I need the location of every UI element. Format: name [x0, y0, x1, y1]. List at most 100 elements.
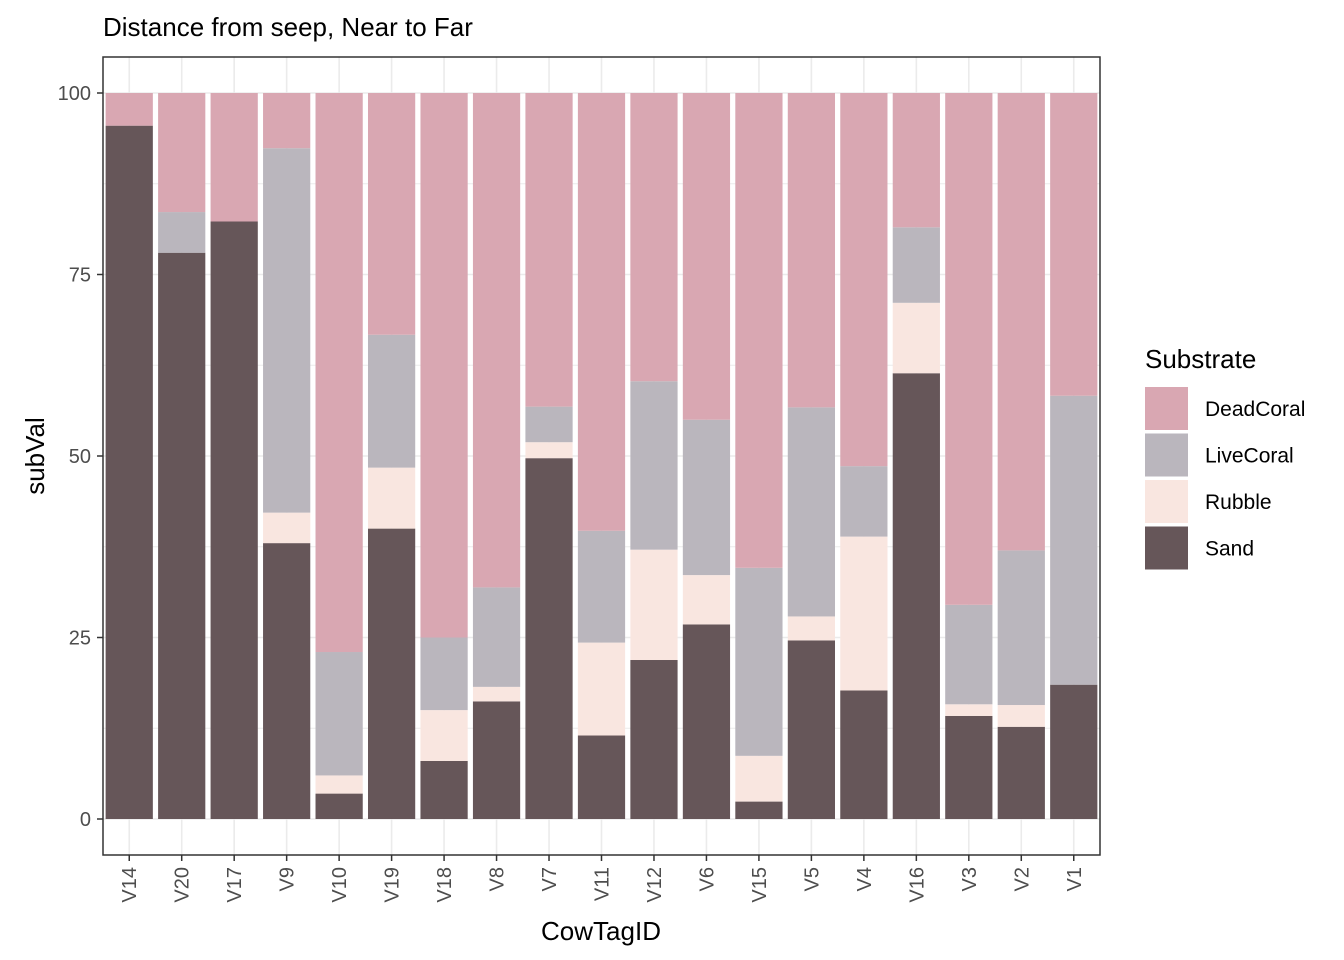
bar-V16-livecoral — [892, 227, 940, 303]
bar-V5-rubble — [787, 616, 836, 641]
bar-V18-deadcoral — [420, 93, 468, 638]
bar-V12-rubble — [630, 549, 678, 661]
x-tick-label: V8 — [487, 867, 509, 891]
bar-V6-livecoral — [682, 419, 731, 576]
x-axis-title: CowTagID — [541, 916, 661, 946]
x-tick-label: V10 — [329, 867, 351, 903]
legend: Substrate DeadCoral LiveCoral Rubble Sand — [1145, 344, 1305, 570]
bar-V20-sand — [158, 252, 206, 820]
bar-V3-sand — [945, 715, 993, 819]
bar-V9-livecoral — [263, 148, 311, 513]
bar-V15-deadcoral — [735, 93, 783, 568]
bar-V16-rubble — [892, 302, 940, 374]
y-tick-label: 75 — [69, 265, 91, 287]
bar-V12-livecoral — [630, 381, 678, 550]
y-tick-label: 50 — [69, 446, 91, 468]
x-tick-label: V9 — [277, 867, 299, 891]
x-tick-label: V3 — [959, 867, 981, 891]
bar-V2-livecoral — [997, 550, 1045, 706]
x-tick-label: V2 — [1011, 867, 1033, 891]
x-axis: V14 V20 V17 V9 V10 V19 V18 V8 V7 V11 V12 V6 V15 V5 V4 V… — [119, 855, 1086, 903]
bar-V18-rubble — [420, 710, 468, 761]
bar-V20-livecoral — [158, 212, 206, 253]
bar-V5-livecoral — [787, 407, 836, 617]
x-tick-label: V12 — [644, 867, 666, 903]
bar-V19-livecoral — [367, 334, 416, 468]
bar-V16-deadcoral — [892, 93, 940, 228]
bar-V15-sand — [735, 801, 783, 819]
legend-key-rubble — [1145, 480, 1188, 523]
bar-V10-rubble — [315, 775, 363, 794]
bar-V9-sand — [263, 543, 311, 819]
bar-V11-sand — [577, 735, 626, 819]
bar-V6-sand — [682, 624, 731, 819]
bar-V7-rubble — [525, 442, 573, 459]
bar-V6-rubble — [682, 575, 731, 625]
bar-V11-deadcoral — [577, 93, 626, 531]
bar-V7-sand — [525, 458, 573, 819]
x-tick-label: V11 — [592, 867, 614, 901]
x-tick-label: V14 — [119, 867, 141, 903]
y-tick-label: 0 — [80, 809, 91, 831]
y-axis-title: subVal — [20, 417, 50, 495]
bar-V19-deadcoral — [367, 93, 416, 335]
bar-V3-livecoral — [945, 604, 993, 705]
legend-key-deadcoral — [1145, 387, 1188, 430]
bar-V8-livecoral — [472, 587, 521, 687]
x-tick-label: V17 — [224, 867, 246, 903]
bar-V19-rubble — [367, 467, 416, 529]
legend-label-livecoral: LiveCoral — [1205, 445, 1294, 468]
bar-V10-deadcoral — [315, 93, 363, 653]
y-tick-label: 25 — [69, 628, 91, 650]
bar-V12-deadcoral — [630, 93, 678, 382]
bar-V8-deadcoral — [472, 93, 521, 588]
y-axis: 0 25 50 75 100 — [58, 83, 103, 831]
x-tick-label: V5 — [801, 867, 823, 891]
bar-V18-sand — [420, 760, 468, 819]
bar-V10-sand — [315, 793, 363, 819]
bar-V9-deadcoral — [263, 93, 311, 149]
x-tick-label: V20 — [172, 867, 194, 903]
chart-title: Distance from seep, Near to Far — [103, 12, 473, 42]
bar-V2-rubble — [997, 705, 1045, 727]
bar-V14-deadcoral — [105, 93, 153, 126]
bar-V6-deadcoral — [682, 93, 731, 420]
bar-V8-rubble — [472, 686, 521, 702]
bar-V4-deadcoral — [840, 93, 888, 467]
bar-V17-sand — [210, 221, 258, 819]
bar-V9-rubble — [263, 512, 311, 544]
bar-V20-deadcoral — [158, 93, 206, 213]
bar-V19-sand — [367, 528, 416, 819]
bar-V11-rubble — [577, 642, 626, 736]
bar-V1-deadcoral — [1050, 93, 1098, 396]
x-tick-label: V4 — [854, 867, 876, 891]
x-tick-label: V15 — [749, 867, 771, 903]
bar-V1-livecoral — [1050, 395, 1098, 685]
bars — [105, 93, 1098, 820]
x-tick-label: V18 — [434, 867, 456, 903]
bar-V3-rubble — [945, 704, 993, 716]
bar-V18-livecoral — [420, 637, 468, 711]
bar-V5-deadcoral — [787, 93, 836, 408]
legend-label-sand: Sand — [1205, 538, 1254, 561]
legend-label-rubble: Rubble — [1205, 491, 1272, 514]
bar-V7-deadcoral — [525, 93, 573, 407]
bar-V4-rubble — [840, 536, 888, 691]
bar-V11-livecoral — [577, 530, 626, 643]
bar-V12-sand — [630, 660, 678, 819]
x-tick-label: V1 — [1064, 867, 1086, 891]
bar-V5-sand — [787, 640, 836, 819]
bar-V1-sand — [1050, 684, 1098, 819]
bar-V2-sand — [997, 726, 1045, 819]
bar-V17-deadcoral — [210, 93, 258, 222]
bar-V3-deadcoral — [945, 93, 993, 605]
legend-key-livecoral — [1145, 433, 1188, 477]
y-tick-label: 100 — [58, 83, 91, 105]
legend-label-deadcoral: DeadCoral — [1205, 398, 1305, 421]
bar-V4-livecoral — [840, 466, 888, 537]
bar-V15-rubble — [735, 755, 783, 802]
legend-title: Substrate — [1145, 344, 1256, 374]
bar-V7-livecoral — [525, 406, 573, 443]
x-tick-label: V16 — [906, 867, 928, 903]
bar-V14-sand — [105, 125, 153, 820]
